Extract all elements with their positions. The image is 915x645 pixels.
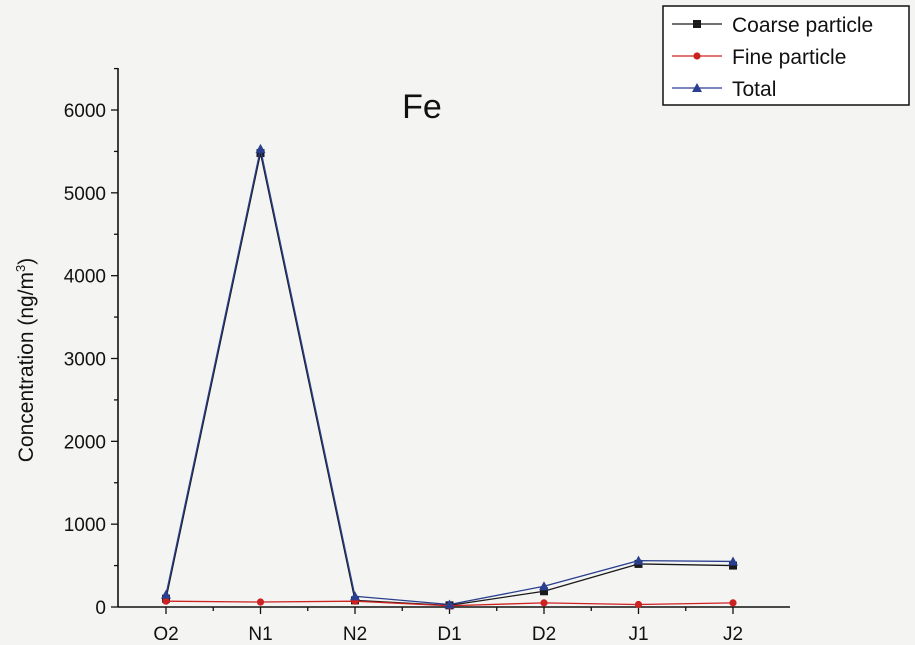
data-point [540,599,548,607]
legend-marker [693,20,701,28]
chart-title: Fe [402,88,442,126]
legend-marker [692,83,702,92]
y-axis-title: Concentration (ng/m3) [13,258,38,463]
x-tick-label: N2 [343,624,367,645]
x-tick-label: J1 [628,624,648,645]
data-point [444,599,455,609]
x-tick-label: D1 [437,624,461,645]
data-point [729,561,737,570]
x-tick-label: N1 [248,624,272,645]
data-point [728,556,738,566]
legend-marker [693,52,701,60]
x-tick-label: D2 [532,624,556,645]
y-tick-label: 1000 [64,515,106,536]
data-point [729,599,737,607]
data-point [540,587,548,596]
y-axis-title-superscript: 3 [13,265,28,272]
data-point [256,149,265,158]
series-line [165,148,734,606]
data-point [161,589,171,599]
y-tick-label: 2000 [64,432,106,453]
data-point [633,555,644,565]
x-tick-label: O2 [153,624,178,645]
series-line [165,152,734,606]
y-tick-label: 5000 [64,184,106,205]
series-coarse-particle [162,149,737,610]
data-point [539,581,549,591]
data-point [634,600,643,609]
series-layer [161,143,738,610]
series-total [161,143,738,609]
y-tick-label: 6000 [64,101,106,122]
legend-label: Fine particle [732,46,846,69]
data-point [162,597,170,605]
axes: 0 1000 2000 3000 4000 5000 6000 O2 N1 N2 D1 D2 J1 J2 [64,67,790,645]
y-axis-title-main: Concentration (ng/m [15,272,38,462]
y-axis-title-close: ) [15,258,38,265]
y-tick-label: 4000 [64,267,106,288]
legend-label: Coarse particle [732,14,873,37]
legend-label: Total [732,78,776,101]
y-tick-label: 0 [95,598,106,619]
legend: Coarse particle Fine particle Total [662,5,910,106]
data-point [350,591,360,601]
data-point [255,143,266,153]
x-tick-label: J2 [723,624,743,645]
y-tick-label: 3000 [64,350,106,371]
data-point [256,598,265,606]
